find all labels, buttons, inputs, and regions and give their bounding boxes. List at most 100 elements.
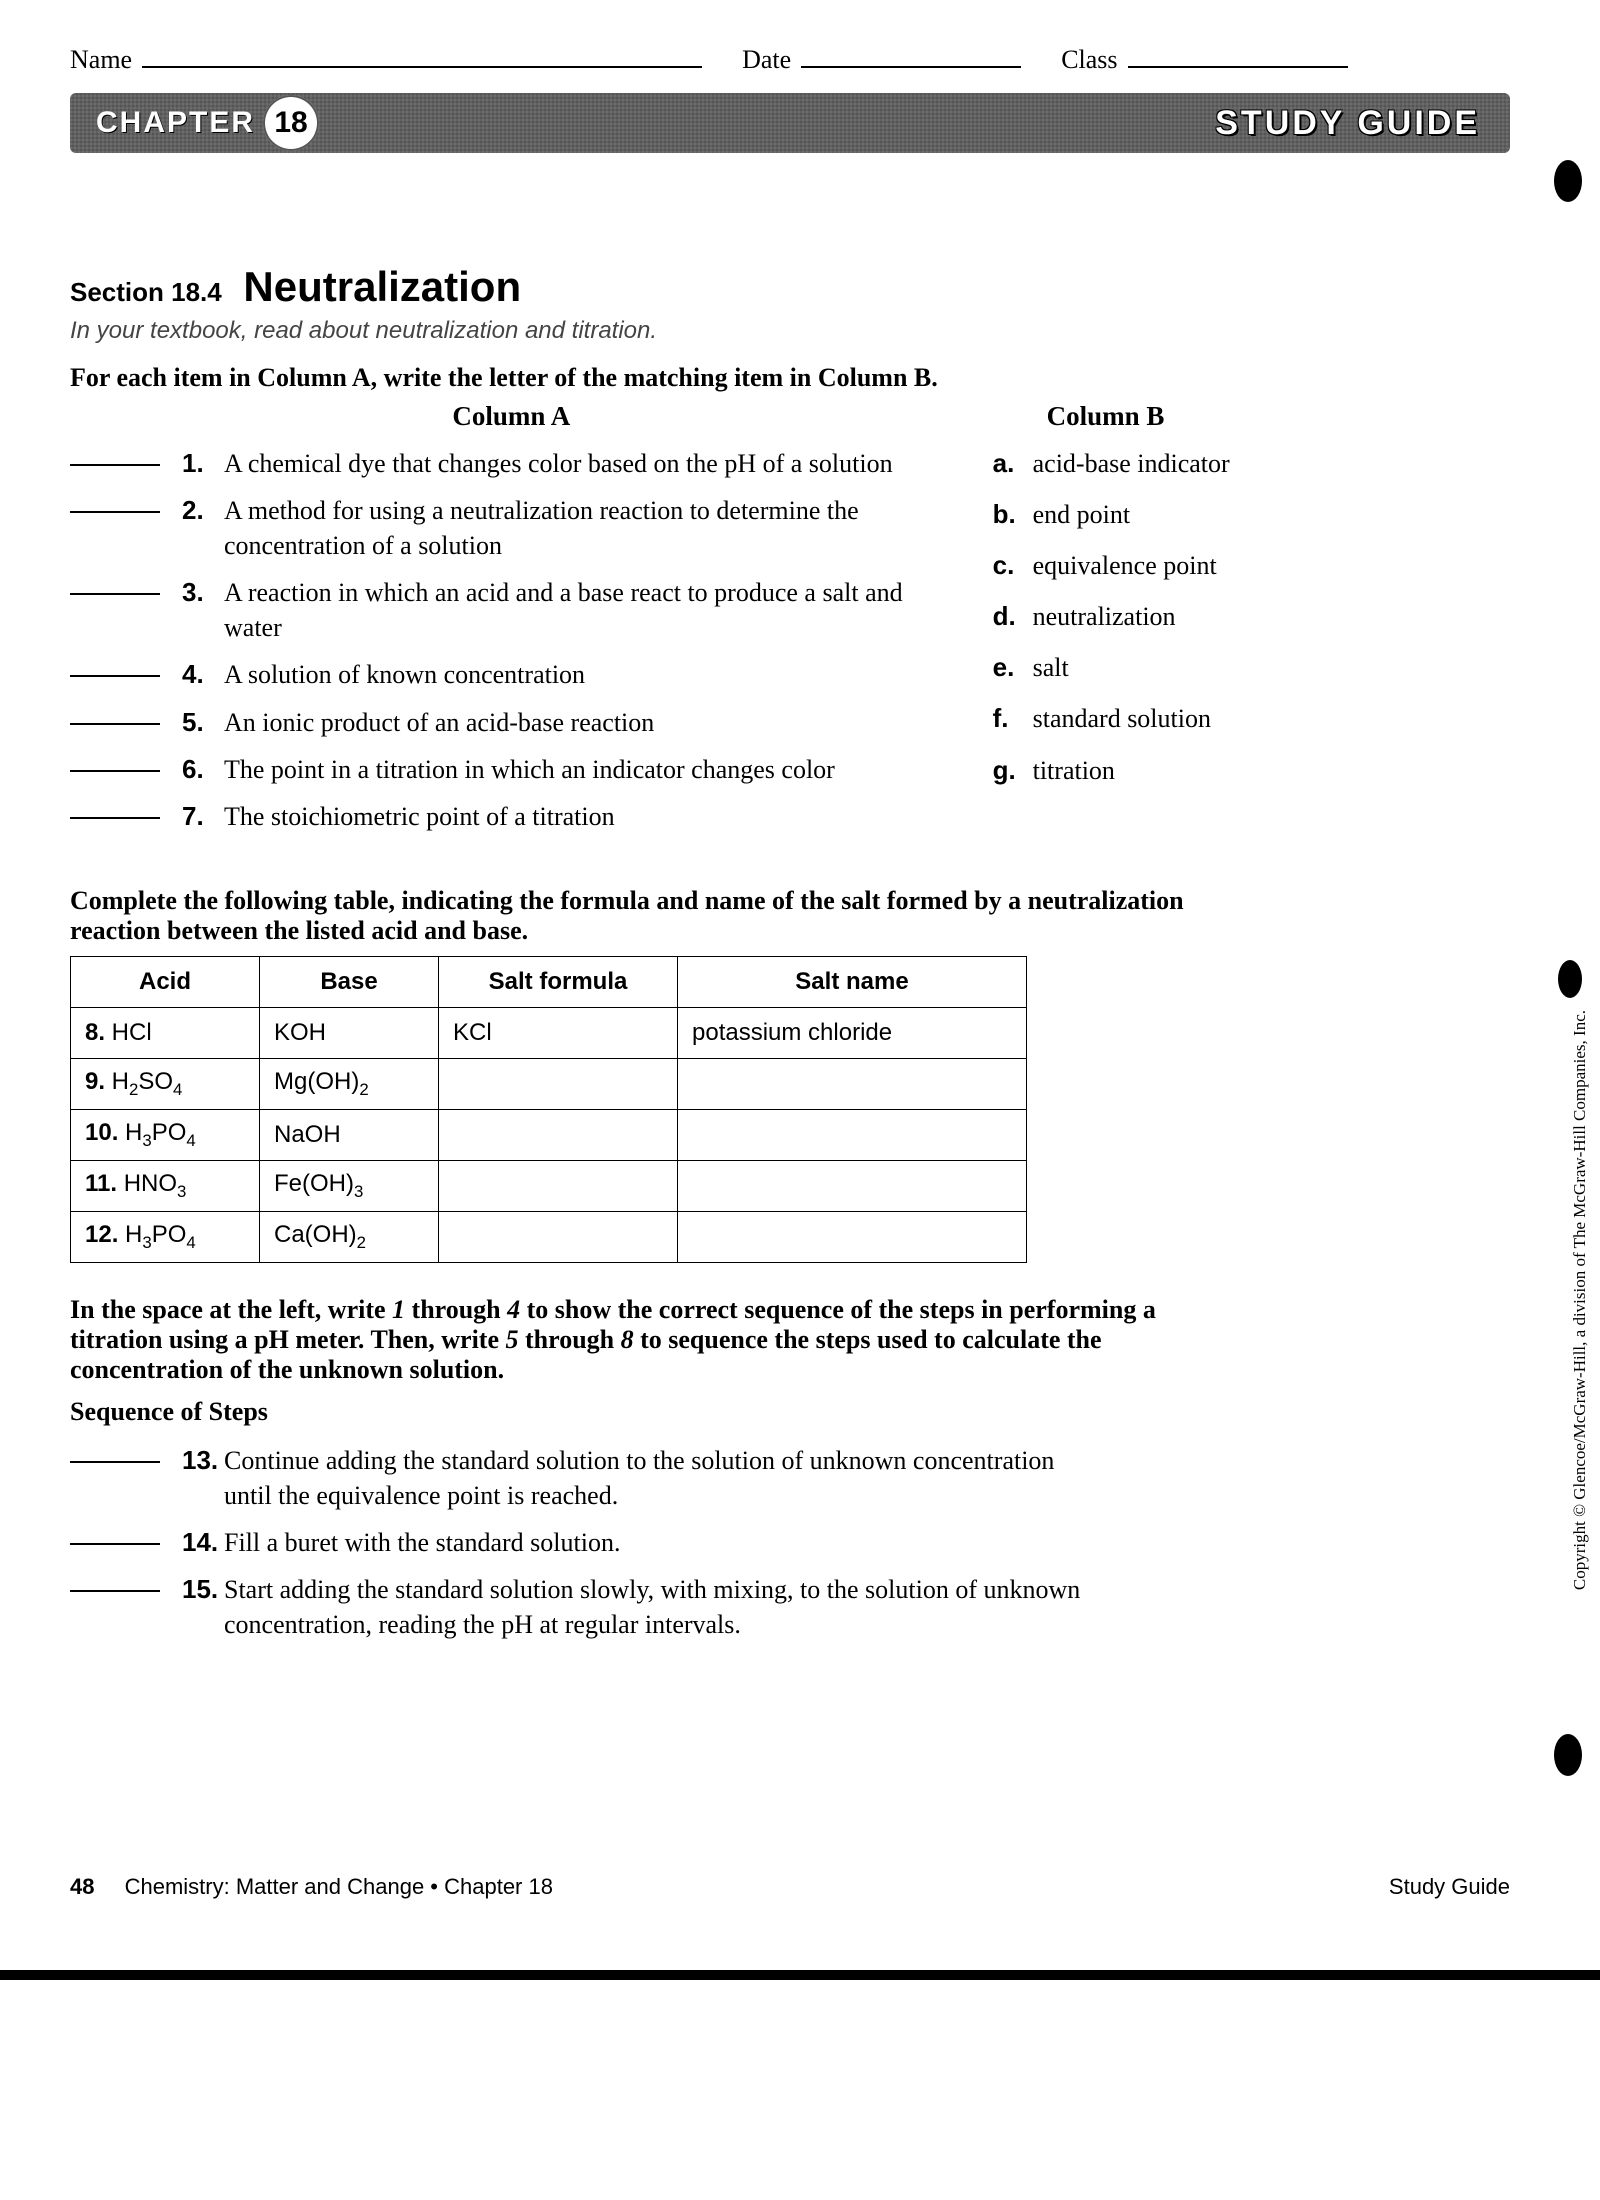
cell-acid: 9. H2SO4	[71, 1058, 260, 1109]
th-formula: Salt formula	[439, 956, 678, 1007]
column-a-head: Column A	[70, 401, 953, 432]
choice-text: salt	[1033, 650, 1069, 685]
sequence-subhead: Sequence of Steps	[70, 1397, 1510, 1427]
class-blank[interactable]	[1128, 40, 1348, 68]
step-number: 14.	[182, 1525, 224, 1560]
question-text: A reaction in which an acid and a base r…	[224, 575, 953, 645]
column-b: Column B a.acid-base indicatorb.end poin…	[993, 401, 1510, 846]
punch-hole-icon	[1554, 160, 1582, 202]
question-number: 5.	[182, 705, 224, 740]
answer-blank[interactable]	[70, 675, 160, 677]
answer-blank[interactable]	[70, 464, 160, 466]
cell-name[interactable]	[678, 1211, 1027, 1262]
class-label: Class	[1061, 45, 1117, 75]
choice-letter: e.	[993, 650, 1033, 685]
question-number: 6.	[182, 752, 224, 787]
column-a: Column A 1.A chemical dye that changes c…	[70, 401, 953, 846]
table-row: 10. H3PO4NaOH	[71, 1109, 1027, 1160]
column-b-choice: d.neutralization	[993, 599, 1510, 634]
salt-table: Acid Base Salt formula Salt name 8. HClK…	[70, 956, 1027, 1263]
cell-name[interactable]: potassium chloride	[678, 1007, 1027, 1058]
question-text: A method for using a neutralization reac…	[224, 493, 953, 563]
name-label: Name	[70, 45, 132, 75]
choice-letter: d.	[993, 599, 1033, 634]
choice-text: equivalence point	[1033, 548, 1217, 583]
question-number: 2.	[182, 493, 224, 528]
choice-letter: f.	[993, 701, 1033, 736]
cell-base: KOH	[260, 1007, 439, 1058]
column-a-item: 4.A solution of known concentration	[70, 657, 953, 692]
answer-blank[interactable]	[70, 1543, 160, 1545]
question-text: An ionic product of an acid-base reactio…	[224, 705, 953, 740]
answer-blank[interactable]	[70, 1461, 160, 1463]
choice-letter: a.	[993, 446, 1033, 481]
th-acid: Acid	[71, 956, 260, 1007]
column-b-choice: e.salt	[993, 650, 1510, 685]
cell-formula[interactable]: KCl	[439, 1007, 678, 1058]
answer-blank[interactable]	[70, 593, 160, 595]
date-blank[interactable]	[801, 40, 1021, 68]
sequence-step: 14.Fill a buret with the standard soluti…	[70, 1525, 1510, 1560]
textbook-instruction: In your textbook, read about neutralizat…	[70, 317, 1510, 345]
question-number: 7.	[182, 799, 224, 834]
page-footer: 48 Chemistry: Matter and Change • Chapte…	[70, 1874, 1510, 1900]
answer-blank[interactable]	[70, 511, 160, 513]
chapter-word: CHAPTER	[96, 106, 255, 140]
punch-hole-icon	[1558, 960, 1582, 998]
cell-acid: 8. HCl	[71, 1007, 260, 1058]
cell-base: Ca(OH)2	[260, 1211, 439, 1262]
cell-name[interactable]	[678, 1109, 1027, 1160]
matching-columns: Column A 1.A chemical dye that changes c…	[70, 401, 1510, 846]
column-b-choice: f.standard solution	[993, 701, 1510, 736]
cell-formula[interactable]	[439, 1160, 678, 1211]
step-number: 15.	[182, 1572, 224, 1607]
choice-letter: c.	[993, 548, 1033, 583]
cell-formula[interactable]	[439, 1058, 678, 1109]
table-instruction: Complete the following table, indicating…	[70, 886, 1190, 946]
footer-right-text: Study Guide	[1389, 1874, 1510, 1900]
column-b-head: Column B	[993, 401, 1510, 432]
question-text: The stoichiometric point of a titration	[224, 799, 953, 834]
column-b-choice: a.acid-base indicator	[993, 446, 1510, 481]
chapter-number-circle: 18	[263, 95, 319, 151]
column-a-item: 6.The point in a titration in which an i…	[70, 752, 953, 787]
question-text: The point in a titration in which an ind…	[224, 752, 953, 787]
sequence-step: 13.Continue adding the standard solution…	[70, 1443, 1510, 1513]
answer-blank[interactable]	[70, 770, 160, 772]
matching-instruction: For each item in Column A, write the let…	[70, 363, 1510, 393]
choice-text: titration	[1033, 753, 1115, 788]
section-title: Section 18.4 Neutralization	[70, 263, 1510, 311]
table-row: 12. H3PO4Ca(OH)2	[71, 1211, 1027, 1262]
date-label: Date	[742, 45, 791, 75]
choice-text: standard solution	[1033, 701, 1211, 736]
cell-formula[interactable]	[439, 1211, 678, 1262]
chapter-number: 18	[274, 106, 307, 140]
th-name: Salt name	[678, 956, 1027, 1007]
punch-hole-icon	[1554, 1734, 1582, 1776]
footer-rule	[0, 1970, 1600, 1980]
name-blank[interactable]	[142, 40, 702, 68]
cell-name[interactable]	[678, 1058, 1027, 1109]
answer-blank[interactable]	[70, 723, 160, 725]
question-number: 4.	[182, 657, 224, 692]
step-text: Fill a buret with the standard solution.	[224, 1525, 1104, 1560]
question-text: A chemical dye that changes color based …	[224, 446, 953, 481]
section-topic: Neutralization	[243, 263, 521, 310]
th-base: Base	[260, 956, 439, 1007]
cell-name[interactable]	[678, 1160, 1027, 1211]
choice-text: acid-base indicator	[1033, 446, 1230, 481]
footer-left: 48 Chemistry: Matter and Change • Chapte…	[70, 1874, 553, 1900]
study-guide-label: STUDY GUIDE	[1215, 104, 1480, 143]
header-fields: Name Date Class	[70, 40, 1510, 75]
section-label: Section 18.4	[70, 277, 222, 307]
column-a-item: 3.A reaction in which an acid and a base…	[70, 575, 953, 645]
sequence-instruction: In the space at the left, write 1 throug…	[70, 1295, 1190, 1385]
cell-base: Fe(OH)3	[260, 1160, 439, 1211]
cell-formula[interactable]	[439, 1109, 678, 1160]
column-a-item: 2.A method for using a neutralization re…	[70, 493, 953, 563]
copyright-vertical: Copyright © Glencoe/McGraw-Hill, a divis…	[1570, 1010, 1590, 1590]
answer-blank[interactable]	[70, 1590, 160, 1592]
answer-blank[interactable]	[70, 817, 160, 819]
choice-letter: g.	[993, 753, 1033, 788]
column-b-choice: c.equivalence point	[993, 548, 1510, 583]
